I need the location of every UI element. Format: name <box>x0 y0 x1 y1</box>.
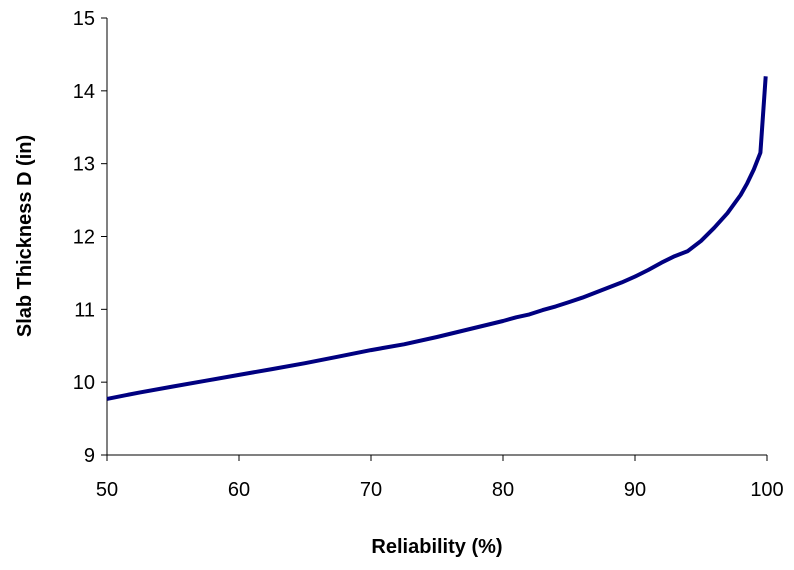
x-axis-title: Reliability (%) <box>371 536 502 558</box>
x-tick-label: 100 <box>750 479 783 501</box>
axis-ticks: 9 10 11 12 13 14 15 50 60 70 80 90 100 <box>73 8 784 501</box>
x-tick-label: 60 <box>228 479 250 501</box>
y-tick-label: 12 <box>73 227 95 249</box>
x-tick-label: 90 <box>624 479 646 501</box>
series-line <box>106 76 768 401</box>
y-tick-label: 9 <box>84 445 95 467</box>
y-tick-label: 10 <box>73 372 95 394</box>
plot-area <box>107 18 767 455</box>
series-layer <box>106 76 768 401</box>
x-tick-label: 70 <box>360 479 382 501</box>
x-tick-label: 50 <box>96 479 118 501</box>
x-tick-label: 80 <box>492 479 514 501</box>
y-tick-label: 15 <box>73 8 95 30</box>
y-tick-label: 14 <box>73 81 95 103</box>
y-tick-label: 11 <box>74 299 95 321</box>
y-tick-label: 13 <box>73 154 95 176</box>
y-axis-title: Slab Thickness D (in) <box>14 135 36 337</box>
